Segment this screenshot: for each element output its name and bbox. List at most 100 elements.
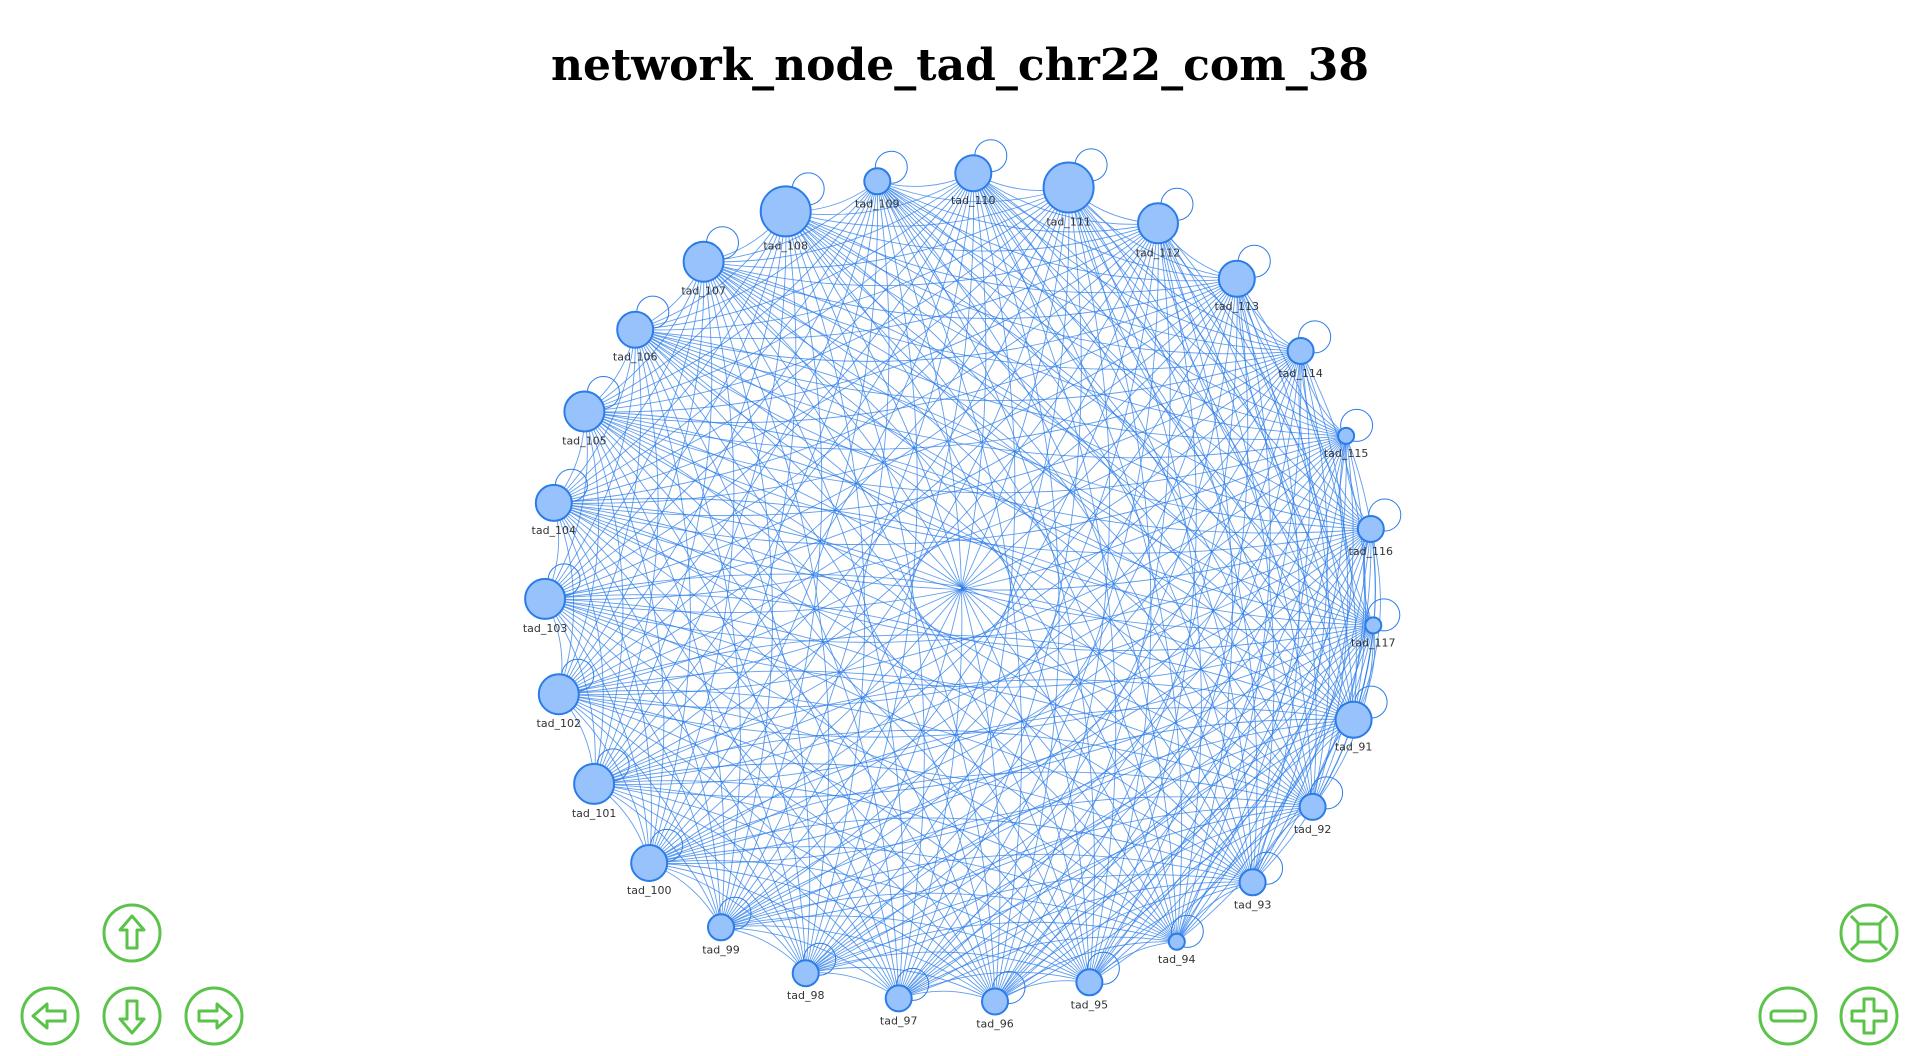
- node-circle[interactable]: [630, 844, 669, 882]
- graph-node-tad-116[interactable]: tad_116: [1349, 515, 1394, 558]
- node-circle[interactable]: [1217, 259, 1256, 298]
- graph-node-tad-100[interactable]: tad_100: [627, 844, 672, 897]
- graph-edge: [545, 598, 1253, 883]
- graph-edge: [1298, 350, 1374, 626]
- graph-edge: [876, 181, 1374, 626]
- node-circle[interactable]: [791, 959, 820, 988]
- node-label: tad_114: [1278, 367, 1323, 380]
- graph-edge: [635, 187, 1069, 331]
- node-circle[interactable]: [884, 984, 913, 1013]
- graph-node-tad-93[interactable]: tad_93: [1234, 868, 1272, 911]
- node-circle[interactable]: [954, 154, 993, 193]
- graph-node-tad-95[interactable]: tad_95: [1071, 968, 1109, 1011]
- node-circle[interactable]: [1167, 932, 1186, 951]
- graph-node-tad-114[interactable]: tad_114: [1278, 337, 1323, 380]
- node-circle[interactable]: [682, 240, 725, 283]
- node-circle[interactable]: [863, 167, 892, 196]
- graph-edge: [545, 278, 1238, 600]
- graph-edge: [544, 598, 807, 974]
- graph-node-tad-106[interactable]: tad_106: [613, 310, 658, 364]
- graph-node-tad-115[interactable]: tad_115: [1324, 426, 1369, 460]
- graph-edge: [1068, 187, 1202, 942]
- node-circle[interactable]: [537, 673, 580, 716]
- pan-down-button[interactable]: [101, 985, 163, 1047]
- graph-edge: [898, 625, 1374, 999]
- graph-node-tad-112[interactable]: tad_112: [1136, 202, 1181, 259]
- fit-view-button[interactable]: [1838, 902, 1900, 964]
- node-circle[interactable]: [1364, 616, 1383, 635]
- node-circle[interactable]: [1042, 161, 1095, 214]
- node-circle[interactable]: [534, 483, 573, 522]
- graph-node-tad-97[interactable]: tad_97: [880, 984, 918, 1027]
- page-title: network_node_tad_chr22_com_38: [550, 40, 1370, 91]
- node-circle[interactable]: [1334, 700, 1373, 739]
- graph-edge: [703, 261, 1354, 720]
- graph-edge: [720, 223, 1159, 928]
- node-circle[interactable]: [563, 390, 606, 433]
- graph-node-tad-101[interactable]: tad_101: [572, 762, 617, 820]
- node-circle[interactable]: [1298, 792, 1327, 821]
- node-circle[interactable]: [1238, 868, 1267, 897]
- graph-edge: [584, 278, 1238, 424]
- graph-edge: [635, 329, 1301, 402]
- graph-edge: [544, 329, 636, 600]
- pan-right-button[interactable]: [183, 985, 245, 1047]
- graph-edge: [553, 350, 1301, 517]
- graph-node-tad-92[interactable]: tad_92: [1294, 792, 1332, 836]
- node-circle[interactable]: [1356, 515, 1385, 543]
- graph-node-tad-94[interactable]: tad_94: [1158, 932, 1196, 966]
- zoom-out-button[interactable]: [1757, 985, 1819, 1047]
- node-label: tad_94: [1158, 953, 1196, 966]
- pan-up-button[interactable]: [101, 902, 163, 964]
- node-circle[interactable]: [707, 913, 735, 942]
- graph-node-tad-109[interactable]: tad_109: [855, 167, 900, 210]
- graph-node-tad-91[interactable]: tad_91: [1334, 700, 1373, 754]
- graph-edge: [898, 936, 1177, 999]
- graph-node-tad-113[interactable]: tad_113: [1215, 259, 1260, 313]
- graph-edge: [584, 411, 1374, 631]
- graph-edge: [649, 862, 996, 1002]
- graph-edge: [898, 350, 1302, 999]
- graph-edge: [558, 329, 642, 695]
- node-circle[interactable]: [1075, 968, 1104, 997]
- graph-edge: [558, 435, 1347, 696]
- node-label: tad_111: [1046, 216, 1091, 229]
- graph-edge: [720, 435, 1347, 928]
- graph-node-tad-98[interactable]: tad_98: [787, 959, 825, 1002]
- graph-edge: [544, 598, 596, 784]
- graph-node-tad-96[interactable]: tad_96: [976, 987, 1014, 1031]
- graph-node-tad-107[interactable]: tad_107: [681, 240, 726, 298]
- graph-node-tad-117[interactable]: tad_117: [1351, 616, 1396, 649]
- node-circle[interactable]: [524, 577, 567, 620]
- graph-edge: [649, 350, 1301, 864]
- graph-node-tad-104[interactable]: tad_104: [532, 483, 577, 537]
- node-circle[interactable]: [759, 185, 812, 238]
- node-circle[interactable]: [1137, 202, 1179, 245]
- node-circle[interactable]: [981, 987, 1009, 1016]
- graph-edge: [553, 181, 878, 504]
- graph-node-tad-108[interactable]: tad_108: [759, 185, 812, 252]
- graph-edge: [785, 210, 1159, 252]
- node-circle[interactable]: [1286, 337, 1315, 365]
- graph-edge: [994, 625, 1374, 1002]
- graph-edge: [558, 693, 1178, 943]
- pan-left-button[interactable]: [19, 985, 81, 1047]
- graph-node-tad-99[interactable]: tad_99: [702, 913, 740, 956]
- graph-edge: [593, 187, 1070, 785]
- node-circle[interactable]: [1337, 426, 1356, 445]
- graph-node-tad-111[interactable]: tad_111: [1042, 161, 1095, 229]
- node-label: tad_95: [1071, 998, 1109, 1011]
- zoom-in-button[interactable]: [1838, 985, 1900, 1047]
- graph-node-tad-110[interactable]: tad_110: [951, 154, 996, 207]
- node-circle[interactable]: [616, 310, 655, 349]
- graph-edge: [1176, 350, 1311, 943]
- graph-edge: [720, 915, 1090, 983]
- self-loop-edge: [718, 896, 752, 930]
- graph-node-tad-103[interactable]: tad_103: [523, 577, 568, 635]
- graph-node-tad-102[interactable]: tad_102: [537, 673, 582, 730]
- graph-edge: [703, 187, 1069, 269]
- graph-edge: [558, 528, 1372, 709]
- node-circle[interactable]: [573, 762, 616, 805]
- graph-node-tad-105[interactable]: tad_105: [562, 390, 607, 448]
